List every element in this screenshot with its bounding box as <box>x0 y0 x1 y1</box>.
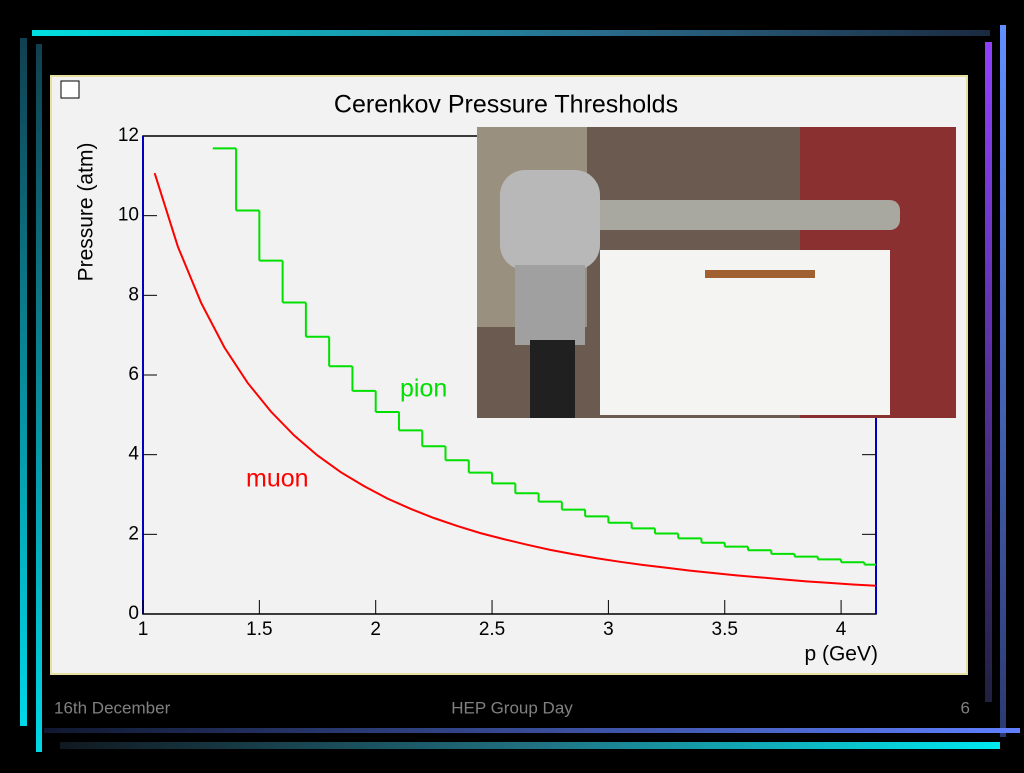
y-tick-label: 0 <box>128 603 139 624</box>
x-tick-label: 3 <box>603 619 614 640</box>
footer-title: HEP Group Day <box>451 698 573 717</box>
x-tick-label: 1 <box>138 619 149 640</box>
photo-cone <box>515 265 585 345</box>
photo-tank <box>500 170 600 270</box>
deco-bar <box>32 30 990 36</box>
y-tick-label: 8 <box>128 284 139 305</box>
chart-title: Cerenkov Pressure Thresholds <box>334 91 678 119</box>
footer-page: 6 <box>961 698 970 717</box>
deco-bar <box>44 728 1020 733</box>
y-tick-label: 6 <box>128 364 139 385</box>
x-tick-label: 1.5 <box>246 619 272 640</box>
footer-date: 16th December <box>54 698 171 717</box>
deco-bar <box>36 44 42 752</box>
series-line <box>153 172 876 587</box>
series-label: pion <box>400 375 447 403</box>
x-tick-label: 4 <box>836 619 847 640</box>
series-group <box>153 147 876 587</box>
photo-pmt <box>530 340 575 418</box>
x-tick-label: 2.5 <box>479 619 505 640</box>
y-tick-label: 2 <box>128 523 139 544</box>
photo-plank <box>705 270 815 278</box>
photo-pipe <box>590 200 900 230</box>
deco-bar <box>985 42 992 702</box>
canvas-icon <box>60 80 80 99</box>
x-tick-label: 2 <box>370 619 381 640</box>
series-label: muon <box>246 465 309 493</box>
y-tick-label: 4 <box>128 444 139 465</box>
deco-bar <box>20 38 27 726</box>
deco-bar <box>1000 25 1006 737</box>
deco-bar <box>60 742 1000 749</box>
x-axis-label: p (GeV) <box>804 643 878 666</box>
y-tick-label: 10 <box>118 205 139 226</box>
x-tick-label: 3.5 <box>712 619 738 640</box>
photo <box>477 127 956 418</box>
y-tick-label: 12 <box>118 125 139 146</box>
y-axis-label: Pressure (atm) <box>75 143 98 282</box>
